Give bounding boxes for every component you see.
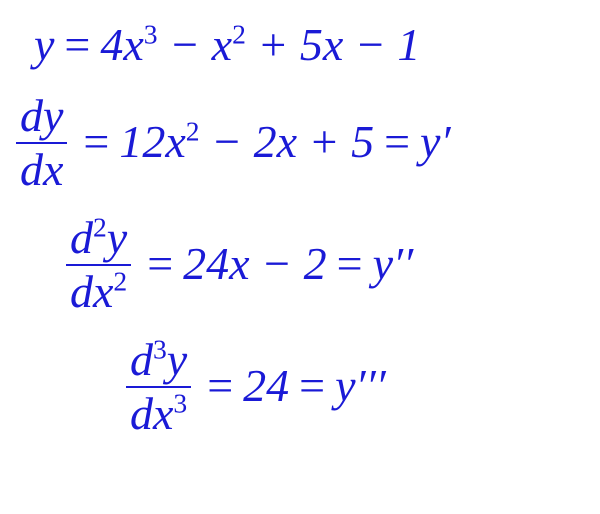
fraction-d3y-dx3: d3y dx3 <box>126 337 191 437</box>
equals: = <box>299 361 325 412</box>
y-double-prime: y′′ <box>373 239 414 290</box>
equation-line-4: d3y dx3 = 24 = y′′′ <box>120 337 590 437</box>
equals: = <box>384 117 410 168</box>
equation-line-3: d2y dx2 = 24x − 2 = y′′ <box>60 215 590 315</box>
y-triple-prime: y′′′ <box>335 361 386 412</box>
rhs: 4x3 − x2 + 5x − 1 <box>100 20 420 71</box>
frac-numerator: dy <box>16 93 67 139</box>
fraction-d2y-dx2: d2y dx2 <box>66 215 131 315</box>
frac-denominator: dx3 <box>126 391 191 437</box>
equals: = <box>337 239 363 290</box>
mid-expression: 24x − 2 <box>183 239 326 290</box>
equation-line-1: y = 4x3 − x2 + 5x − 1 <box>34 20 590 71</box>
fraction-dy-dx: dy dx <box>16 93 67 193</box>
frac-numerator: d2y <box>66 215 131 261</box>
equals: = <box>147 239 173 290</box>
equals: = <box>64 20 90 71</box>
y-prime: y′ <box>420 117 450 168</box>
mid-expression: 12x2 − 2x + 5 <box>119 117 374 168</box>
equation-line-2: dy dx = 12x2 − 2x + 5 = y′ <box>10 93 590 193</box>
frac-denominator: dx <box>16 147 67 193</box>
equals: = <box>207 361 233 412</box>
lhs-y: y <box>34 20 54 71</box>
frac-numerator: d3y <box>126 337 191 383</box>
frac-denominator: dx2 <box>66 269 131 315</box>
mid-expression: 24 <box>243 361 289 412</box>
equals: = <box>83 117 109 168</box>
